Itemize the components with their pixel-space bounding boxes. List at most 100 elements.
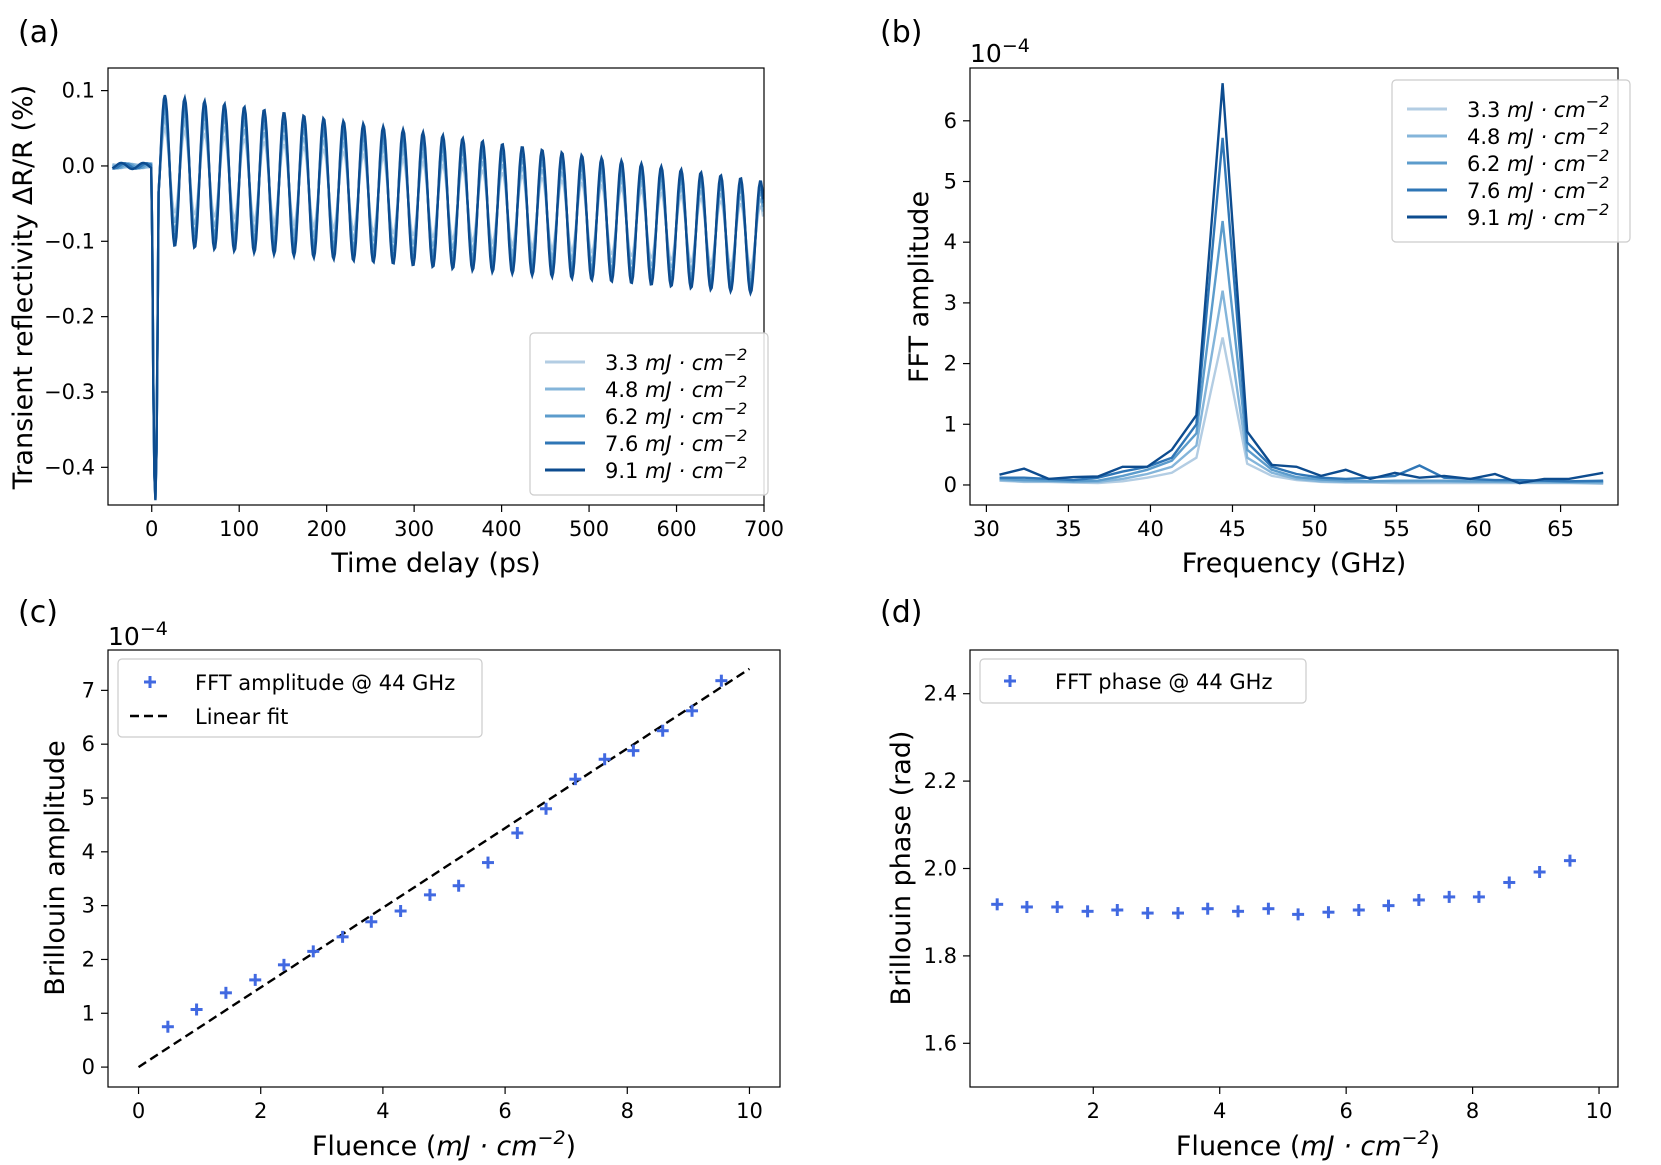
panel-d-y-ticks: 1.6 1.8 2.0 2.2 2.4	[924, 682, 970, 1055]
legend-entry: FFT phase @ 44 GHz	[1055, 670, 1273, 694]
data-point	[1051, 900, 1064, 913]
data-point	[190, 1003, 203, 1016]
data-point	[423, 888, 436, 901]
panel-c-y-offset: 10−4	[108, 618, 168, 651]
data-point	[1232, 905, 1245, 918]
panel-c-plot-area	[137, 667, 751, 1069]
y-tick-label: 2	[944, 352, 957, 376]
panel-c-x-label: Fluence (mJ · cm−2)	[312, 1127, 576, 1162]
y-tick-label: −0.2	[44, 305, 95, 329]
panel-b-y-label: FFT amplitude	[904, 191, 935, 383]
legend-entry: 7.6 mJ · cm−2	[605, 426, 747, 456]
y-tick-label: 5	[82, 786, 95, 810]
panel-b-legend-box	[1391, 79, 1631, 243]
data-point	[307, 945, 320, 958]
panel-d-x-ticks: 2 4 6 8 10	[1087, 1087, 1613, 1123]
panel-b-letter: (b)	[880, 15, 922, 50]
x-tick-label: 500	[569, 517, 609, 541]
panel-b-x-label: Frequency (GHz)	[1182, 548, 1407, 579]
y-tick-label: 0	[82, 1055, 95, 1079]
data-point	[1020, 900, 1033, 913]
x-tick-label: 0	[132, 1099, 145, 1123]
panel-d-axes-frame	[969, 649, 1619, 1088]
series-line-9.1	[111, 93, 765, 501]
legend-entry: 6.2 mJ · cm−2	[1467, 146, 1609, 176]
legend-entry: 7.6 mJ · cm−2	[1467, 173, 1609, 203]
data-point	[1111, 904, 1124, 917]
x-tick-label: 45	[1219, 517, 1246, 541]
x-tick-label: 2	[254, 1099, 267, 1123]
data-point	[1352, 904, 1365, 917]
x-tick-label: 30	[973, 517, 1000, 541]
spectrum-line-9.1	[999, 83, 1604, 485]
x-tick-label: 8	[621, 1099, 634, 1123]
panel-d-legend: FFT phase @ 44 GHz	[979, 658, 1307, 704]
data-point	[1262, 902, 1275, 915]
y-tick-label: 0	[944, 473, 957, 497]
y-tick-label: 4	[82, 840, 95, 864]
y-tick-label: 0.1	[62, 79, 95, 103]
panel-c-legend: FFT amplitude @ 44 GHz Linear fit	[117, 658, 483, 738]
y-tick-label: 3	[944, 291, 957, 315]
data-point	[1472, 890, 1485, 903]
x-tick-label: 400	[482, 517, 522, 541]
panel-c-axes-frame	[107, 649, 781, 1088]
data-point	[394, 905, 407, 918]
data-point	[336, 930, 349, 943]
panel-d-y-label: Brillouin phase (rad)	[886, 731, 917, 1006]
x-tick-label: 300	[394, 517, 434, 541]
x-tick-label: 65	[1547, 517, 1574, 541]
y-tick-label: 4	[944, 230, 957, 254]
data-point	[686, 704, 699, 717]
x-tick-label: 6	[498, 1099, 511, 1123]
data-point	[277, 958, 290, 971]
panel-c-y-label: Brillouin amplitude	[40, 740, 71, 995]
data-point	[1141, 907, 1154, 920]
panel-a: (a) 0 100 200 300 400 500 600 700 0.1 0.0 −0.1 −0.…	[8, 15, 784, 579]
x-tick-label: 4	[1213, 1099, 1226, 1123]
y-tick-label: 1	[944, 412, 957, 436]
data-point	[1201, 902, 1214, 915]
panel-b-legend: 3.3 mJ · cm−24.8 mJ · cm−26.2 mJ · cm−27…	[1391, 79, 1631, 243]
y-tick-label: 0.0	[62, 154, 95, 178]
panel-c-legend-box	[117, 658, 483, 738]
panel-a-y-label: Transient reflectivity ΔR/R (%)	[8, 85, 39, 490]
x-tick-label: 2	[1087, 1099, 1100, 1123]
y-tick-label: 6	[82, 732, 95, 756]
data-point	[481, 856, 494, 869]
panel-c: (c) 10−4 0 2 4 6 8 10 0 1 2 3 4 5 6 7 Fluence (mJ · …	[18, 595, 781, 1162]
panel-a-legend-box	[529, 332, 769, 496]
data-point	[1412, 893, 1425, 906]
legend-entry: 9.1 mJ · cm−2	[605, 453, 747, 483]
data-point	[1171, 907, 1184, 920]
panel-b-axes-frame	[969, 67, 1619, 506]
x-tick-label: 60	[1465, 517, 1492, 541]
y-tick-label: 3	[82, 894, 95, 918]
panel-c-x-ticks: 0 2 4 6 8 10	[132, 1087, 763, 1123]
x-tick-label: 10	[1586, 1099, 1613, 1123]
panel-b-plot-area	[999, 83, 1604, 485]
x-tick-label: 10	[736, 1099, 763, 1123]
x-tick-label: 50	[1301, 517, 1328, 541]
y-tick-label: 6	[944, 109, 957, 133]
x-tick-label: 200	[307, 517, 347, 541]
data-point	[161, 1020, 174, 1033]
data-point	[1081, 905, 1094, 918]
legend-entry: 3.3 mJ · cm−2	[1467, 92, 1609, 122]
y-tick-label: 2.2	[924, 769, 957, 793]
y-tick-label: 1.6	[924, 1031, 957, 1055]
legend-entry: 6.2 mJ · cm−2	[605, 399, 747, 429]
y-tick-label: 2.4	[924, 682, 957, 706]
y-tick-label: −0.3	[44, 380, 95, 404]
panel-d-letter: (d)	[880, 595, 922, 630]
x-tick-label: 8	[1466, 1099, 1479, 1123]
legend-entry: 3.3 mJ · cm−2	[605, 345, 747, 375]
legend-entry: 4.8 mJ · cm−2	[605, 372, 747, 402]
legend-entry: 9.1 mJ · cm−2	[1467, 200, 1609, 230]
y-tick-label: 1	[82, 1001, 95, 1025]
legend-marker-plus	[144, 676, 156, 688]
data-point	[1503, 876, 1516, 889]
data-point	[219, 986, 232, 999]
